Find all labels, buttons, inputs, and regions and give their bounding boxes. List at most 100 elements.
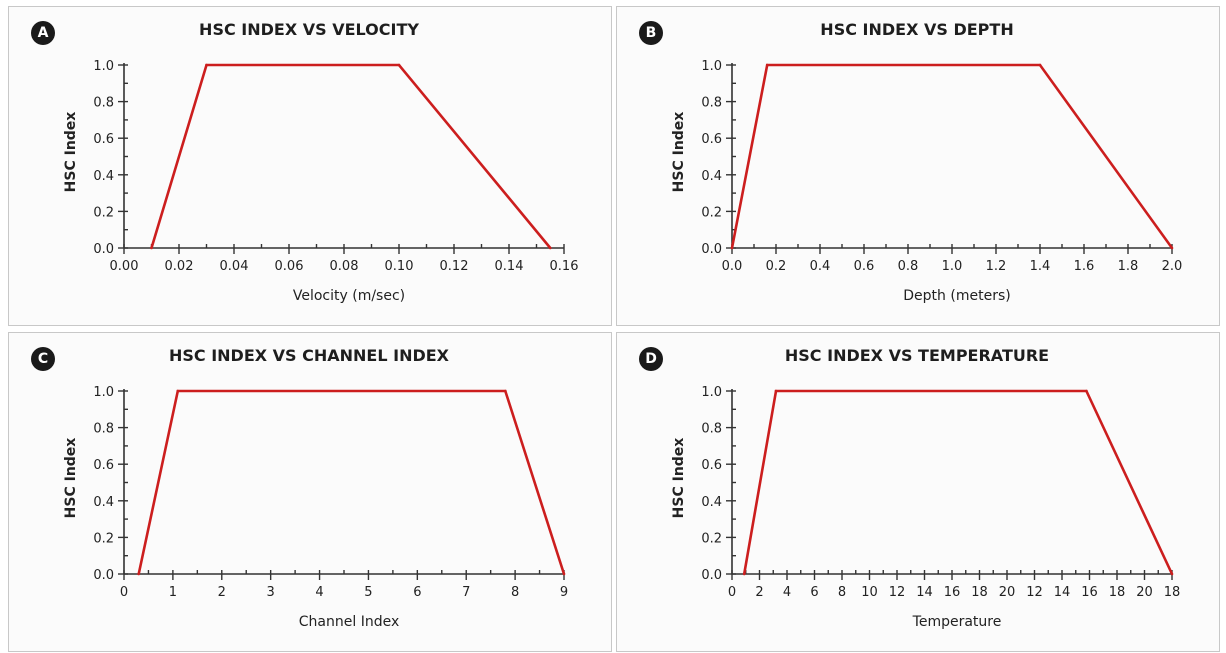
x-tick-label: 1.4: [1030, 259, 1051, 274]
x-tick-label: 0.8: [898, 259, 919, 274]
hsc-data-point: [1038, 63, 1042, 67]
hsc-data-point: [1085, 389, 1088, 393]
x-axis-label: Channel Index: [298, 614, 400, 630]
chart-panel-c: 0.0 0.2 0.4 0.6 0.8 1.0 0 1 2 3 4 5 6 7 8 9 C HSC INDEX…: [8, 332, 612, 652]
chart-plot-area: 0.0 0.2 0.4 0.6 0.8 1.0 0.00 0.02 0.04 0.06 0.08 0.…: [93, 59, 578, 274]
x-tick-label: 18: [1109, 585, 1126, 600]
hsc-data-point: [176, 389, 180, 393]
panel-label-badge: C: [31, 347, 55, 371]
x-tick-label: 16: [1081, 585, 1098, 600]
chart-title: HSC INDEX VS CHANNEL INDEX: [168, 346, 450, 365]
x-tick-label: 6: [413, 585, 421, 600]
y-tick-label: 0.4: [701, 169, 722, 184]
hsc-data-point: [504, 389, 507, 393]
x-tick-label: 1.8: [1118, 259, 1139, 274]
hsc-data-point: [742, 572, 746, 576]
x-tick-label: 14: [1054, 585, 1071, 600]
y-tick-label: 0.0: [701, 242, 722, 257]
x-tick-label: 2: [755, 585, 763, 600]
x-tick-label: 0.04: [220, 259, 249, 274]
panel-label-badge: B: [639, 21, 663, 45]
y-axis-label: HSC Index: [671, 437, 687, 519]
x-tick-label: 4: [783, 585, 791, 600]
x-axis-label: Temperature: [912, 614, 1002, 630]
x-tick-label: 0.14: [495, 259, 524, 274]
y-tick-label: 0.6: [701, 458, 722, 473]
x-tick-label: 5: [364, 585, 372, 600]
x-tick-label: 0.08: [330, 259, 359, 274]
chart-title: HSC INDEX VS DEPTH: [820, 20, 1014, 39]
x-axis-label: Velocity (m/sec): [292, 288, 406, 304]
y-tick-label: 0.2: [93, 531, 114, 546]
hsc-series-line: [742, 389, 1174, 575]
y-tick-label: 0.6: [93, 458, 114, 473]
x-tick-label: 0.06: [275, 259, 304, 274]
chart-plot-area: 0.0 0.2 0.4 0.6 0.8 1.0 0 2 4 6 8 10 12 14 16 18 20 12 14 1…: [701, 385, 1181, 600]
x-tick-label: 0.02: [165, 259, 194, 274]
y-tick-label: 0.6: [93, 132, 114, 147]
y-axis-label: HSC Index: [671, 111, 687, 193]
hsc-series-line: [137, 389, 566, 575]
hsc-series-line: [730, 63, 1174, 249]
hsc-data-point: [150, 246, 153, 250]
y-tick-label: 0.8: [701, 96, 722, 111]
x-tick-label: 0.10: [385, 259, 414, 274]
x-tick-label: 9: [560, 585, 568, 600]
y-tick-label: 0.4: [93, 169, 114, 184]
hsc-data-point: [137, 572, 140, 576]
y-tick-label: 0.4: [93, 495, 114, 510]
y-tick-label: 1.0: [701, 59, 722, 74]
x-tick-label: 1.0: [942, 259, 963, 274]
y-tick-label: 0.8: [93, 422, 114, 437]
x-tick-label: 20: [999, 585, 1016, 600]
y-tick-label: 0.6: [701, 132, 722, 147]
y-tick-label: 0.0: [701, 568, 722, 583]
y-axis-label: HSC Index: [63, 111, 79, 193]
x-tick-label: 8: [511, 585, 519, 600]
hsc-series-line: [150, 63, 552, 249]
x-tick-label: 8: [838, 585, 846, 600]
y-axis-label: HSC Index: [63, 437, 79, 519]
y-tick-label: 0.2: [701, 205, 722, 220]
x-tick-label: 6: [810, 585, 818, 600]
chart-plot-area: 0.0 0.2 0.4 0.6 0.8 1.0 0 1 2 3 4 5 6 7 8 9: [93, 385, 568, 600]
x-tick-label: 20: [1136, 585, 1153, 600]
x-tick-label: 10: [861, 585, 878, 600]
y-tick-label: 1.0: [93, 59, 114, 74]
hsc-data-point: [730, 246, 734, 250]
x-tick-label: 16: [944, 585, 961, 600]
x-tick-label: 2: [218, 585, 226, 600]
chart-panel-a: 0.0 0.2 0.4 0.6 0.8 1.0 0.00 0.02 0.04 0.06 0.08 0.…: [8, 6, 612, 326]
hsc-data-point: [1170, 572, 1174, 576]
x-tick-label: 0.0: [722, 259, 743, 274]
hsc-data-point: [397, 63, 401, 67]
x-tick-label: 0.12: [440, 259, 469, 274]
x-tick-label: 2.0: [1162, 259, 1183, 274]
x-tick-label: 3: [267, 585, 275, 600]
x-tick-label: 1.2: [986, 259, 1007, 274]
hsc-data-point: [562, 572, 566, 576]
x-tick-label: 18: [1164, 585, 1181, 600]
x-tick-label: 4: [315, 585, 323, 600]
x-tick-label: 12: [889, 585, 906, 600]
y-tick-label: 0.8: [701, 422, 722, 437]
chart-plot-area: 0.0 0.2 0.4 0.6 0.8 1.0 0.0 0.2 0.4 0.6 0.8 1.0 1.2 1…: [701, 59, 1183, 274]
chart-panel-d: 0.0 0.2 0.4 0.6 0.8 1.0 0 2 4 6 8 10 12 14 16 18 20 12 14 1…: [616, 332, 1220, 652]
hsc-data-point: [205, 63, 208, 67]
hsc-data-point: [548, 246, 552, 250]
x-tick-label: 7: [462, 585, 470, 600]
y-tick-label: 0.8: [93, 96, 114, 111]
y-tick-label: 0.0: [93, 242, 114, 257]
chart-title: HSC INDEX VS TEMPERATURE: [784, 346, 1050, 365]
y-tick-label: 1.0: [93, 385, 114, 400]
x-tick-label: 0: [728, 585, 736, 600]
x-tick-label: 1: [169, 585, 177, 600]
x-tick-label: 0.2: [766, 259, 787, 274]
x-tick-label: 0: [120, 585, 128, 600]
x-tick-label: 12: [1026, 585, 1043, 600]
y-tick-label: 0.2: [701, 531, 722, 546]
x-tick-label: 0.6: [854, 259, 875, 274]
x-tick-label: 1.6: [1074, 259, 1095, 274]
y-tick-label: 0.4: [701, 495, 722, 510]
